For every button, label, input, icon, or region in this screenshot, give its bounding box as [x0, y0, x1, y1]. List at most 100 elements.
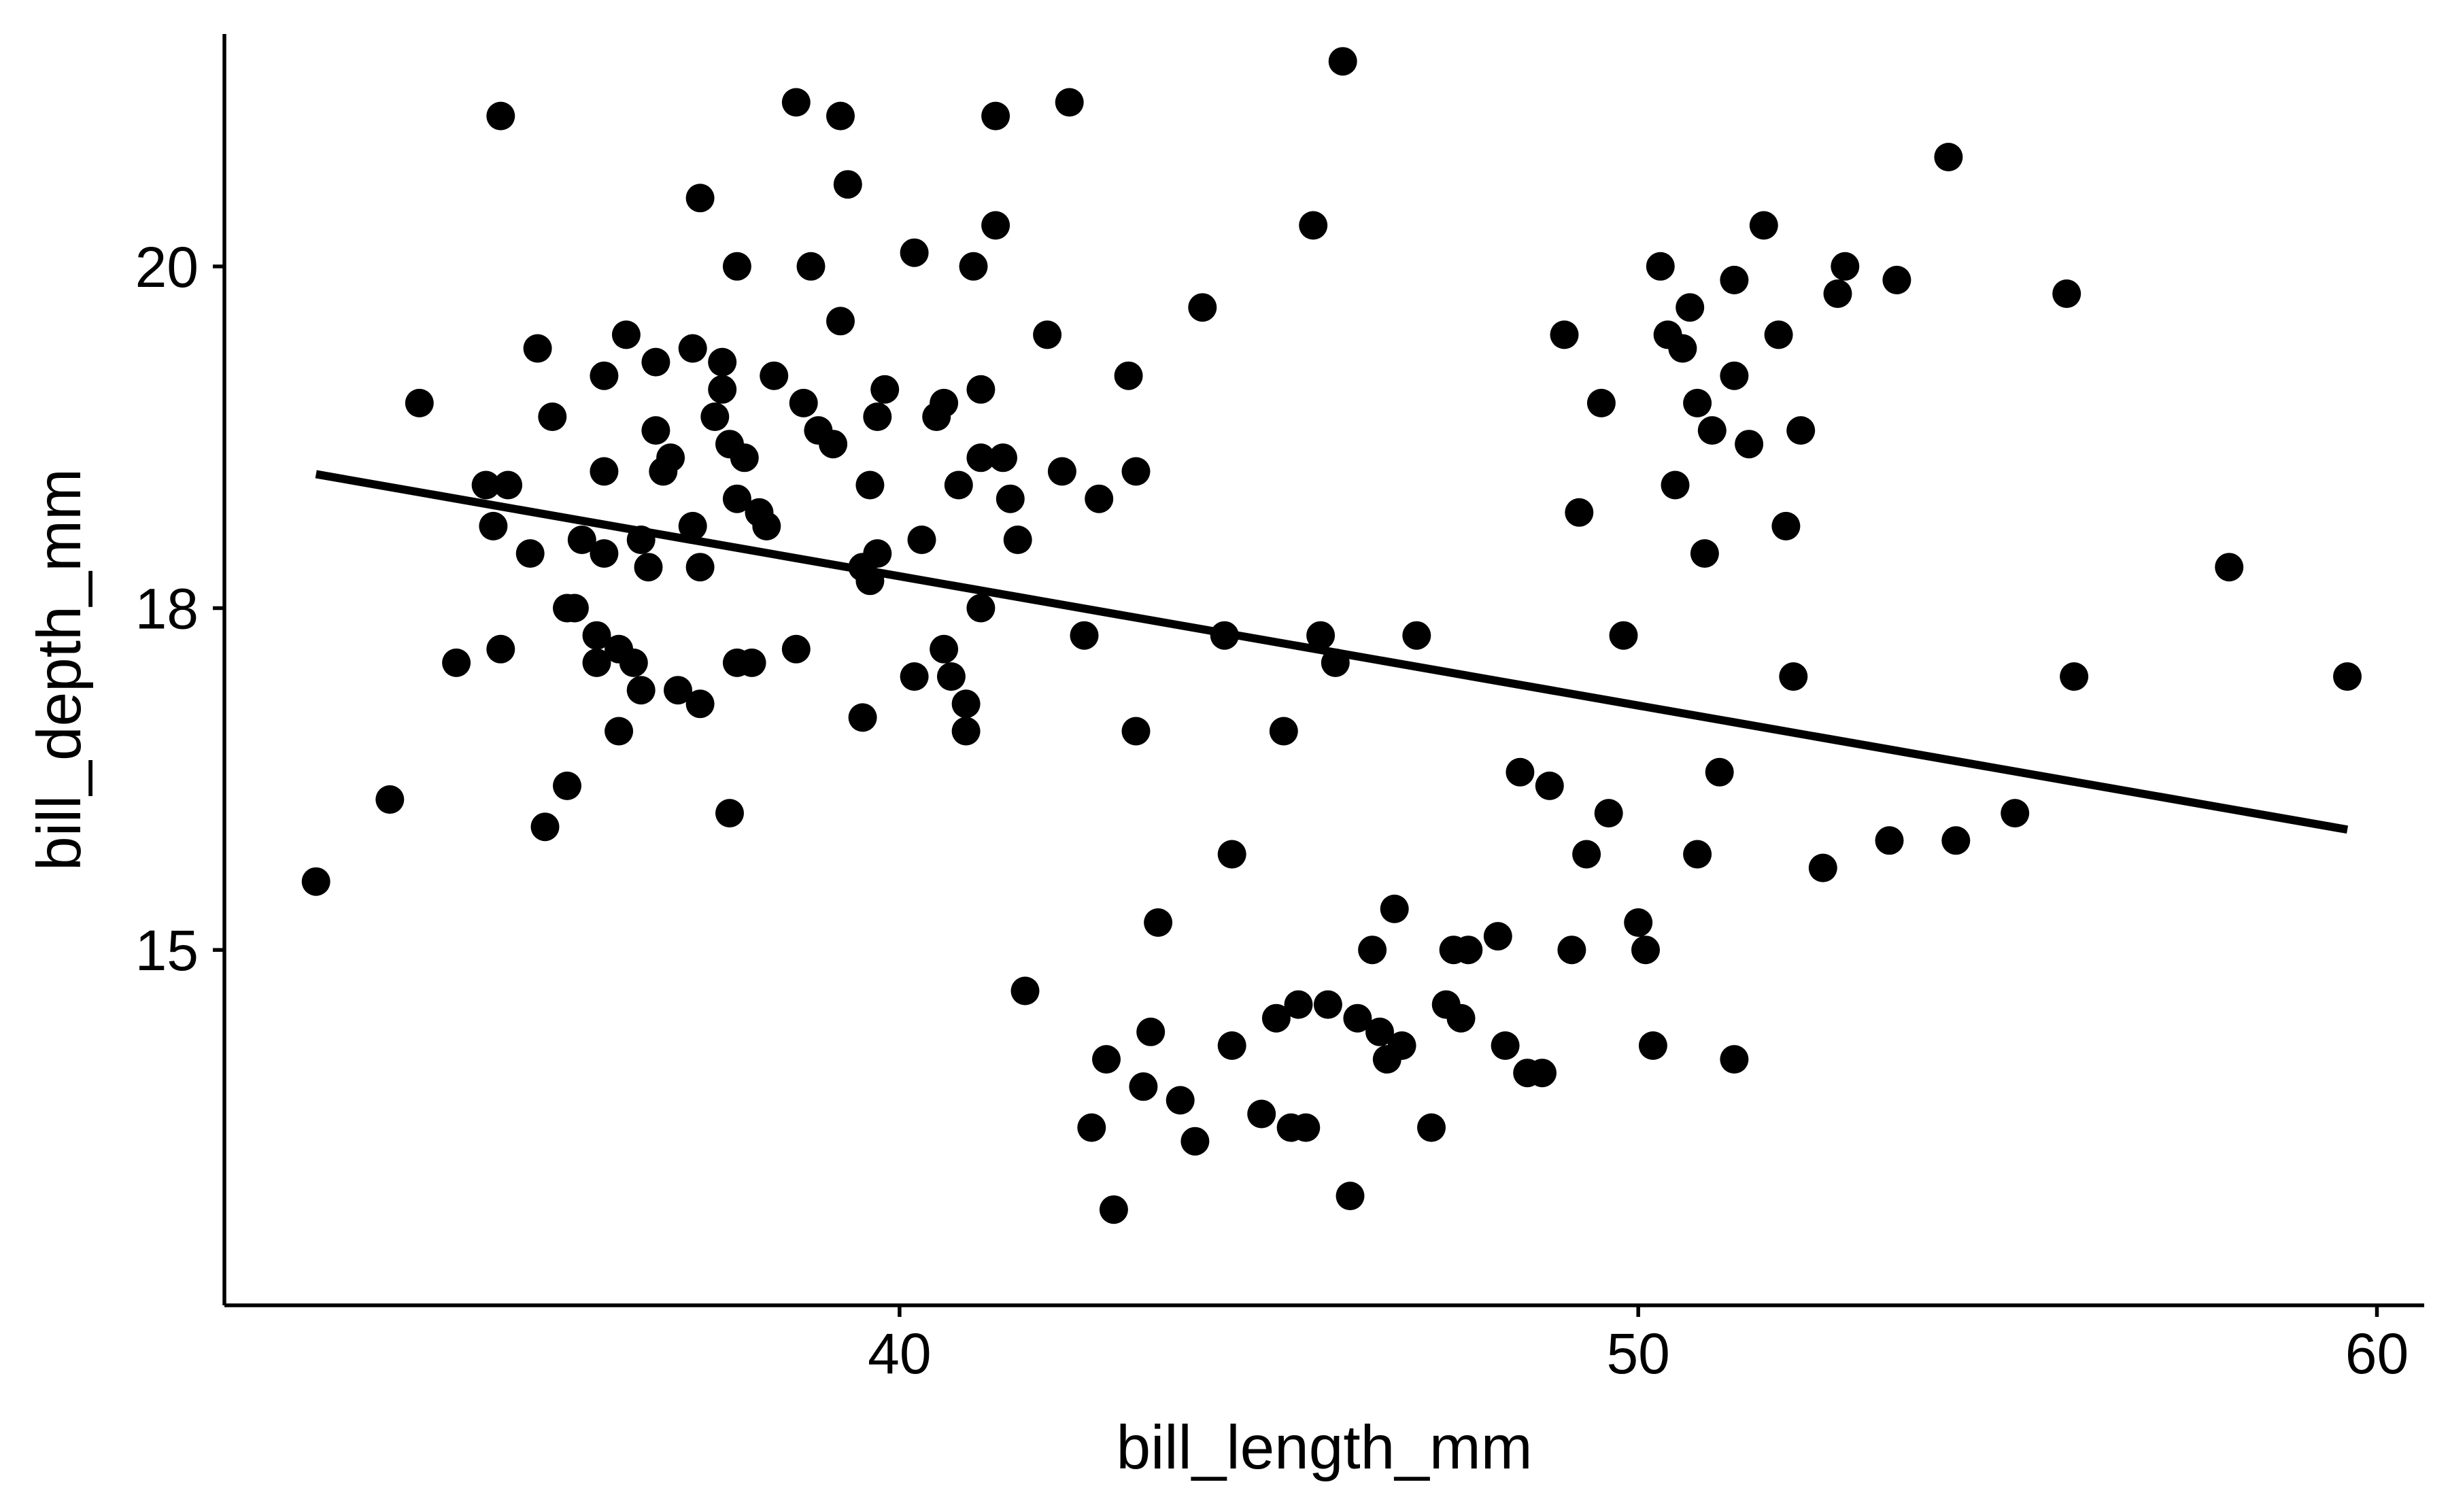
data-point — [1683, 388, 1712, 417]
data-point — [781, 88, 811, 117]
data-point — [730, 443, 759, 472]
data-point — [1055, 88, 1084, 117]
data-point — [479, 511, 508, 540]
data-point — [641, 347, 670, 377]
data-point — [494, 470, 523, 500]
data-point — [1033, 320, 1062, 349]
data-point — [641, 416, 670, 445]
data-point — [2333, 662, 2362, 691]
x-axis-title: bill_length_mm — [1116, 1413, 1532, 1482]
data-point — [1697, 416, 1727, 445]
data-point — [1085, 484, 1114, 513]
data-point — [1646, 252, 1675, 281]
data-point — [471, 470, 500, 500]
data-point — [833, 170, 862, 199]
data-point — [664, 676, 692, 705]
data-point — [1343, 1003, 1372, 1033]
data-point — [900, 662, 929, 691]
data-point — [1010, 976, 1040, 1006]
data-point — [1077, 1113, 1106, 1142]
data-point — [1144, 908, 1173, 937]
data-point — [611, 320, 641, 349]
data-point — [700, 402, 730, 431]
data-point — [590, 457, 619, 486]
data-point — [1831, 252, 1860, 281]
data-point — [605, 717, 634, 746]
data-point — [1313, 990, 1342, 1019]
data-point — [678, 511, 707, 540]
data-point — [1535, 771, 1564, 800]
data-point — [685, 184, 715, 213]
data-point — [1823, 279, 1852, 308]
x-tick-label: 50 — [1606, 1322, 1669, 1386]
data-point — [1875, 826, 1904, 855]
data-point — [722, 252, 751, 281]
data-point — [981, 211, 1010, 240]
data-point — [1882, 265, 1911, 294]
data-point — [1779, 662, 1808, 691]
data-point — [936, 662, 966, 691]
data-point — [781, 634, 811, 664]
data-point — [442, 648, 471, 677]
data-point — [1808, 853, 1837, 882]
data-point — [582, 621, 611, 650]
y-tick-label: 20 — [135, 235, 199, 299]
data-point — [863, 539, 892, 568]
data-point — [1668, 334, 1697, 363]
data-point — [951, 717, 981, 746]
data-point — [1358, 935, 1387, 965]
data-point — [907, 526, 936, 554]
data-point — [1934, 143, 1963, 171]
data-point — [1387, 1031, 1416, 1060]
data-point — [1217, 1031, 1246, 1060]
data-point — [301, 867, 330, 896]
data-point — [1284, 990, 1313, 1019]
data-point — [752, 511, 781, 540]
data-point — [826, 307, 855, 336]
data-point — [1676, 293, 1705, 322]
data-point — [567, 526, 596, 554]
data-point — [1291, 1113, 1321, 1142]
trend-line — [315, 470, 2349, 834]
data-point — [538, 402, 567, 431]
data-point — [1092, 1045, 1121, 1074]
data-point — [1786, 416, 1816, 445]
data-point — [1099, 1195, 1128, 1224]
data-point — [1328, 47, 1357, 76]
data-point — [626, 676, 656, 705]
data-point — [1380, 894, 1409, 923]
data-point — [951, 689, 981, 719]
data-point — [1609, 621, 1638, 650]
data-points — [301, 47, 2362, 1224]
data-point — [819, 430, 848, 459]
x-tick-label: 40 — [868, 1322, 931, 1386]
data-point — [1749, 211, 1778, 240]
data-point — [530, 812, 560, 842]
data-point — [944, 470, 973, 500]
data-point — [1941, 826, 1971, 855]
data-point — [1690, 539, 1719, 568]
data-point — [1070, 621, 1099, 650]
data-point — [1247, 1099, 1276, 1129]
data-point — [1491, 1031, 1520, 1060]
data-point — [590, 539, 619, 568]
y-axis-title: bill_depth_mm — [25, 468, 94, 871]
data-point — [590, 361, 619, 390]
data-point — [1402, 621, 1431, 650]
data-point — [1720, 361, 1749, 390]
data-point — [1129, 1072, 1158, 1101]
data-point — [1771, 511, 1801, 540]
data-point — [1624, 908, 1653, 937]
data-point — [515, 539, 545, 568]
x-axis-ticks: 40 50 60 — [868, 1305, 2409, 1386]
data-point — [1299, 211, 1328, 240]
data-point — [619, 648, 648, 677]
data-point — [1336, 1182, 1365, 1211]
data-point — [1764, 320, 1793, 349]
data-point — [1528, 1059, 1557, 1088]
data-point — [1683, 840, 1712, 869]
data-point — [1121, 457, 1151, 486]
data-point — [2060, 662, 2089, 691]
y-axis-ticks: 15 18 20 — [135, 235, 224, 982]
x-tick-label: 60 — [2345, 1322, 2409, 1386]
